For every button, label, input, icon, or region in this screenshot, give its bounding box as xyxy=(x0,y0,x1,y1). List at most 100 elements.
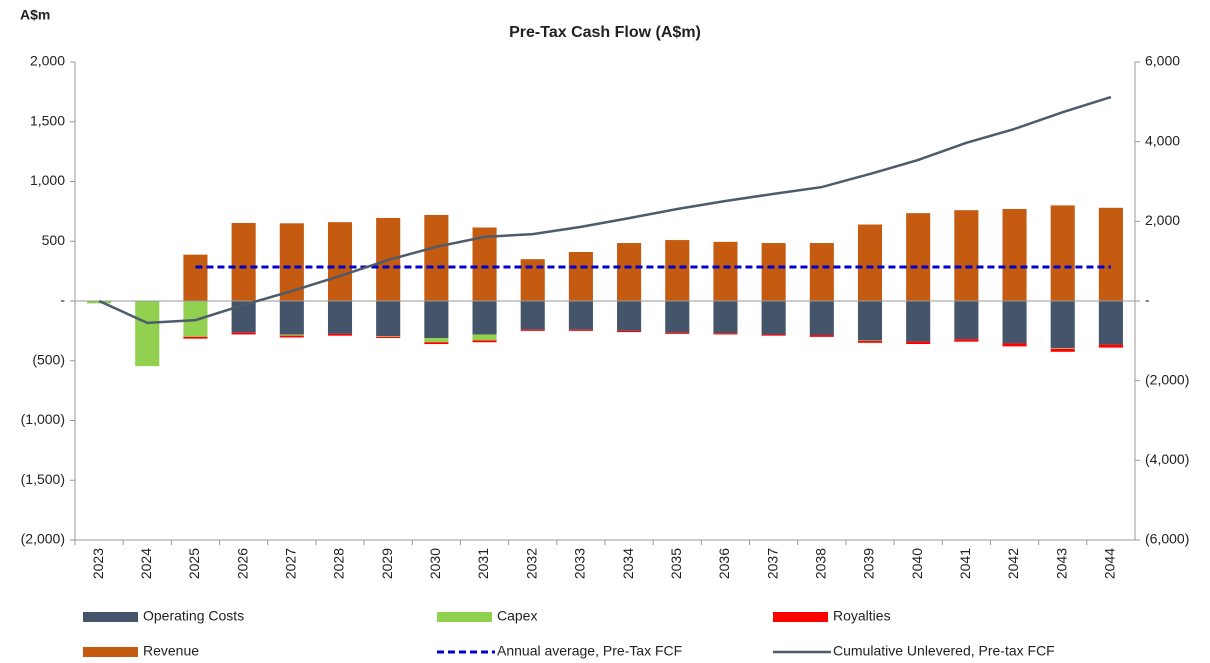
y2-tick-label: 6,000 xyxy=(1145,53,1180,69)
legend-label: Revenue xyxy=(143,643,199,659)
legend-label: Operating Costs xyxy=(143,608,244,624)
x-tick-label: 2023 xyxy=(90,548,106,579)
bar xyxy=(906,341,931,345)
bar xyxy=(424,338,449,343)
bar xyxy=(1002,301,1027,344)
bar xyxy=(472,301,497,335)
x-tick-label: 2033 xyxy=(572,548,588,579)
bar xyxy=(183,336,208,339)
bar xyxy=(472,334,497,341)
x-tick-label: 2041 xyxy=(957,548,973,579)
x-tick-label: 2039 xyxy=(861,548,877,579)
bar xyxy=(568,301,593,330)
bar xyxy=(809,301,834,336)
bar xyxy=(1098,207,1123,301)
bar xyxy=(1050,205,1075,301)
bar xyxy=(327,222,353,301)
y2-tick-label: (2,000) xyxy=(1145,371,1189,387)
legend-label: Royalties xyxy=(833,608,891,624)
bar xyxy=(231,332,256,335)
bar xyxy=(954,339,979,342)
bar xyxy=(761,301,786,335)
x-tick-label: 2029 xyxy=(379,548,395,579)
bar xyxy=(665,301,690,333)
legend-label: Cumulative Unlevered, Pre-tax FCF xyxy=(833,643,1055,659)
bar xyxy=(906,213,931,301)
bar xyxy=(376,336,401,337)
y2-tick-label: (4,000) xyxy=(1145,451,1189,467)
bar xyxy=(279,335,304,338)
bar xyxy=(857,301,883,341)
x-tick-label: 2034 xyxy=(620,548,636,579)
x-tick-label: 2038 xyxy=(813,548,829,579)
x-tick-label: 2028 xyxy=(331,548,347,579)
line xyxy=(98,95,1112,325)
y-tick-label: 500 xyxy=(42,232,66,248)
bar xyxy=(183,254,208,301)
bar xyxy=(1050,301,1075,349)
y-tick-label: (1,000) xyxy=(21,411,65,427)
bar xyxy=(1050,348,1075,352)
bar xyxy=(327,333,353,336)
x-tick-label: 2026 xyxy=(234,548,250,579)
bar xyxy=(279,301,304,335)
bar xyxy=(906,301,931,342)
y-tick-label: (1,500) xyxy=(21,471,65,487)
bar xyxy=(857,340,883,342)
x-tick-label: 2032 xyxy=(523,548,539,579)
bar xyxy=(327,301,353,334)
y-tick-label: 2,000 xyxy=(30,53,65,69)
y2-tick-label: (6,000) xyxy=(1145,531,1189,547)
bar xyxy=(713,333,738,335)
y-tick-label: 1,000 xyxy=(30,172,65,188)
legend-label: Annual average, Pre-Tax FCF xyxy=(497,643,682,659)
x-tick-label: 2040 xyxy=(909,548,925,579)
y2-tick-label: 2,000 xyxy=(1145,212,1180,228)
bar xyxy=(809,335,834,337)
y-tick-label: (500) xyxy=(32,351,65,367)
bar xyxy=(279,334,304,336)
x-tick-label: 2031 xyxy=(475,548,491,579)
bar xyxy=(713,301,738,334)
x-tick-label: 2043 xyxy=(1053,548,1069,579)
bar xyxy=(424,342,449,345)
bar xyxy=(665,240,690,301)
bar xyxy=(617,330,642,333)
bar xyxy=(617,301,642,331)
x-tick-label: 2037 xyxy=(764,548,780,579)
y2-tick-label: 4,000 xyxy=(1145,132,1180,148)
x-tick-label: 2024 xyxy=(138,548,154,579)
bar xyxy=(1002,208,1027,301)
bar xyxy=(231,222,256,301)
legend-swatch xyxy=(437,612,492,622)
bar xyxy=(568,329,593,331)
bar xyxy=(857,341,883,343)
bar xyxy=(376,336,401,339)
bar xyxy=(713,241,738,301)
bar xyxy=(520,329,545,331)
bar xyxy=(1098,344,1123,348)
y-tick-label: - xyxy=(60,292,65,308)
legend-label: Capex xyxy=(497,608,537,624)
bar xyxy=(761,243,786,301)
y2-tick-label: - xyxy=(1145,292,1150,308)
x-tick-label: 2044 xyxy=(1102,548,1118,579)
bar xyxy=(1098,301,1123,345)
x-tick-label: 2025 xyxy=(186,548,202,579)
bar xyxy=(857,224,883,301)
bar xyxy=(1050,348,1075,349)
legend-swatch xyxy=(83,612,138,622)
y-tick-label: (2,000) xyxy=(21,531,65,547)
bar xyxy=(135,301,160,367)
bar xyxy=(424,301,449,339)
bar xyxy=(424,214,449,301)
y-axis-label: A$m xyxy=(20,7,50,23)
x-tick-label: 2035 xyxy=(668,548,684,579)
bar xyxy=(520,301,545,330)
x-tick-label: 2042 xyxy=(1005,548,1021,579)
chart-title: Pre-Tax Cash Flow (A$m) xyxy=(509,24,701,41)
x-tick-label: 2027 xyxy=(283,548,299,579)
bar xyxy=(761,334,786,336)
bar xyxy=(1002,343,1027,347)
